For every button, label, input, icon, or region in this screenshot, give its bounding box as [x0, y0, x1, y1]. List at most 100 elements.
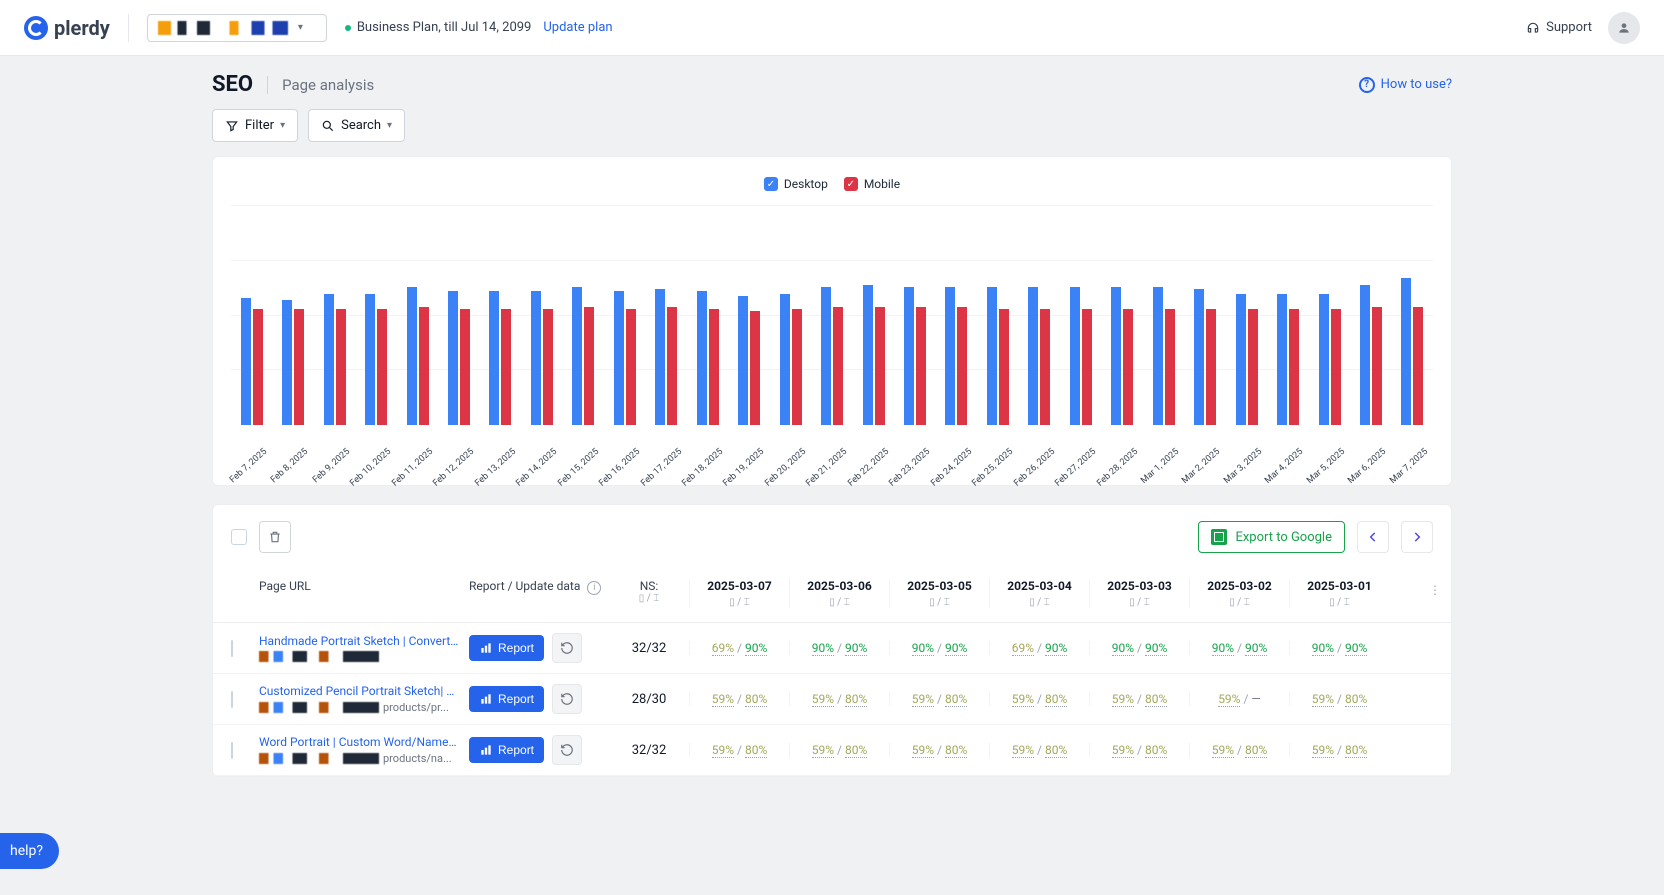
bar-group[interactable]	[397, 206, 438, 425]
score-mobile[interactable]: 90%	[1312, 641, 1334, 656]
score-mobile[interactable]: 59%	[912, 743, 934, 758]
score-mobile[interactable]: 59%	[1212, 743, 1234, 758]
brand-logo[interactable]: plerdy	[24, 16, 110, 40]
bar-group[interactable]	[1019, 206, 1060, 425]
bar-group[interactable]	[853, 206, 894, 425]
row-checkbox[interactable]	[231, 691, 233, 708]
page-link[interactable]: Customized Pencil Portrait Sketch| C...	[259, 684, 459, 698]
prev-page-button[interactable]	[1357, 521, 1389, 553]
score-mobile[interactable]: 59%	[712, 743, 734, 758]
score-mobile[interactable]: 59%	[712, 692, 734, 707]
score-mobile[interactable]: 90%	[1212, 641, 1234, 656]
site-selector[interactable]: ▾	[147, 14, 327, 42]
report-button[interactable]: Report	[469, 686, 544, 712]
bar-group[interactable]	[1392, 206, 1433, 425]
bar-group[interactable]	[646, 206, 687, 425]
score-mobile[interactable]: 69%	[712, 641, 734, 656]
score-desktop[interactable]: 80%	[1145, 743, 1167, 758]
score-mobile[interactable]: 59%	[1218, 692, 1240, 707]
score-desktop[interactable]: 90%	[845, 641, 867, 656]
score-desktop[interactable]: 80%	[945, 692, 967, 707]
bar-group[interactable]	[1143, 206, 1184, 425]
page-link[interactable]: Word Portrait | Custom Word/Name P...	[259, 735, 459, 749]
filter-button[interactable]: Filter ▾	[212, 109, 298, 142]
bar-group[interactable]	[1060, 206, 1101, 425]
report-button[interactable]: Report	[469, 737, 544, 763]
score-desktop[interactable]: 80%	[1045, 743, 1067, 758]
bar-group[interactable]	[1102, 206, 1143, 425]
score-desktop[interactable]: 80%	[745, 692, 767, 707]
bar-group[interactable]	[1267, 206, 1308, 425]
score-desktop[interactable]: 80%	[745, 743, 767, 758]
score-desktop[interactable]: 90%	[745, 641, 767, 656]
bar-group[interactable]	[521, 206, 562, 425]
score-desktop[interactable]: 80%	[845, 743, 867, 758]
row-checkbox[interactable]	[231, 640, 233, 657]
bar-group[interactable]	[231, 206, 272, 425]
score-desktop[interactable]: 90%	[945, 641, 967, 656]
refresh-button[interactable]	[552, 633, 582, 663]
table-more-button[interactable]: ⋮	[1429, 583, 1441, 597]
score-desktop[interactable]: 80%	[1345, 743, 1367, 758]
search-button[interactable]: Search ▾	[308, 109, 405, 142]
user-avatar[interactable]	[1608, 12, 1640, 44]
score-desktop[interactable]: 80%	[1045, 692, 1067, 707]
score-mobile[interactable]: 59%	[1312, 743, 1334, 758]
bar-group[interactable]	[977, 206, 1018, 425]
score-mobile[interactable]: 90%	[812, 641, 834, 656]
legend-desktop[interactable]: ✓ Desktop	[764, 177, 828, 191]
bar-group[interactable]	[770, 206, 811, 425]
score-desktop[interactable]: 90%	[1245, 641, 1267, 656]
bar-group[interactable]	[314, 206, 355, 425]
bar-group[interactable]	[1184, 206, 1225, 425]
score-mobile[interactable]: 59%	[1312, 692, 1334, 707]
next-page-button[interactable]	[1401, 521, 1433, 553]
score-mobile[interactable]: 59%	[1012, 743, 1034, 758]
score-desktop[interactable]: 90%	[1345, 641, 1367, 656]
bar-group[interactable]	[894, 206, 935, 425]
select-all-checkbox[interactable]	[231, 529, 247, 545]
refresh-button[interactable]	[552, 684, 582, 714]
score-desktop[interactable]: 90%	[1145, 641, 1167, 656]
bar-group[interactable]	[480, 206, 521, 425]
bar-group[interactable]	[355, 206, 396, 425]
score-desktop[interactable]: 80%	[1345, 692, 1367, 707]
score-mobile[interactable]: 59%	[1112, 692, 1134, 707]
export-google-button[interactable]: Export to Google	[1198, 521, 1345, 553]
update-plan-link[interactable]: Update plan	[543, 20, 612, 35]
bar-group[interactable]	[936, 206, 977, 425]
help-bubble[interactable]: help?	[0, 833, 59, 869]
score-desktop[interactable]: 90%	[1045, 641, 1067, 656]
support-link[interactable]: Support	[1526, 20, 1592, 35]
row-checkbox[interactable]	[231, 742, 233, 759]
bar-group[interactable]	[1226, 206, 1267, 425]
bar-group[interactable]	[1309, 206, 1350, 425]
info-icon[interactable]: i	[587, 581, 601, 595]
bar-group[interactable]	[604, 206, 645, 425]
legend-mobile[interactable]: ✓ Mobile	[844, 177, 900, 191]
delete-button[interactable]	[259, 521, 291, 553]
bar-group[interactable]	[687, 206, 728, 425]
refresh-button[interactable]	[552, 735, 582, 765]
score-mobile[interactable]: 69%	[1012, 641, 1034, 656]
score-mobile[interactable]: 90%	[912, 641, 934, 656]
bar-group[interactable]	[272, 206, 313, 425]
score-desktop[interactable]: 80%	[845, 692, 867, 707]
score-mobile[interactable]: 59%	[812, 743, 834, 758]
score-mobile[interactable]: 59%	[1112, 743, 1134, 758]
score-desktop[interactable]: 80%	[1145, 692, 1167, 707]
bar-group[interactable]	[438, 206, 479, 425]
bar-group[interactable]	[563, 206, 604, 425]
bar-group[interactable]	[728, 206, 769, 425]
score-mobile[interactable]: 59%	[1012, 692, 1034, 707]
score-desktop[interactable]: 80%	[945, 743, 967, 758]
page-link[interactable]: Handmade Portrait Sketch | Convert P...	[259, 634, 459, 648]
score-mobile[interactable]: 90%	[1112, 641, 1134, 656]
score-desktop[interactable]: 80%	[1245, 743, 1267, 758]
score-mobile[interactable]: 59%	[912, 692, 934, 707]
bar-group[interactable]	[1350, 206, 1391, 425]
bar-group[interactable]	[811, 206, 852, 425]
score-mobile[interactable]: 59%	[812, 692, 834, 707]
how-to-use-link[interactable]: ? How to use?	[1359, 77, 1452, 93]
report-button[interactable]: Report	[469, 635, 544, 661]
